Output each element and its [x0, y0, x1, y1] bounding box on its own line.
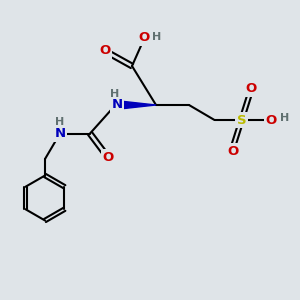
- Text: N: N: [54, 127, 66, 140]
- Text: O: O: [266, 113, 277, 127]
- Text: H: H: [110, 88, 119, 99]
- Text: H: H: [152, 32, 161, 42]
- Text: O: O: [138, 31, 150, 44]
- Polygon shape: [118, 101, 156, 109]
- Text: O: O: [227, 145, 238, 158]
- Text: H: H: [56, 117, 64, 127]
- Text: O: O: [245, 82, 256, 95]
- Text: S: S: [237, 113, 246, 127]
- Text: N: N: [111, 98, 123, 112]
- Text: H: H: [280, 112, 289, 123]
- Text: O: O: [99, 44, 111, 58]
- Text: O: O: [102, 151, 114, 164]
